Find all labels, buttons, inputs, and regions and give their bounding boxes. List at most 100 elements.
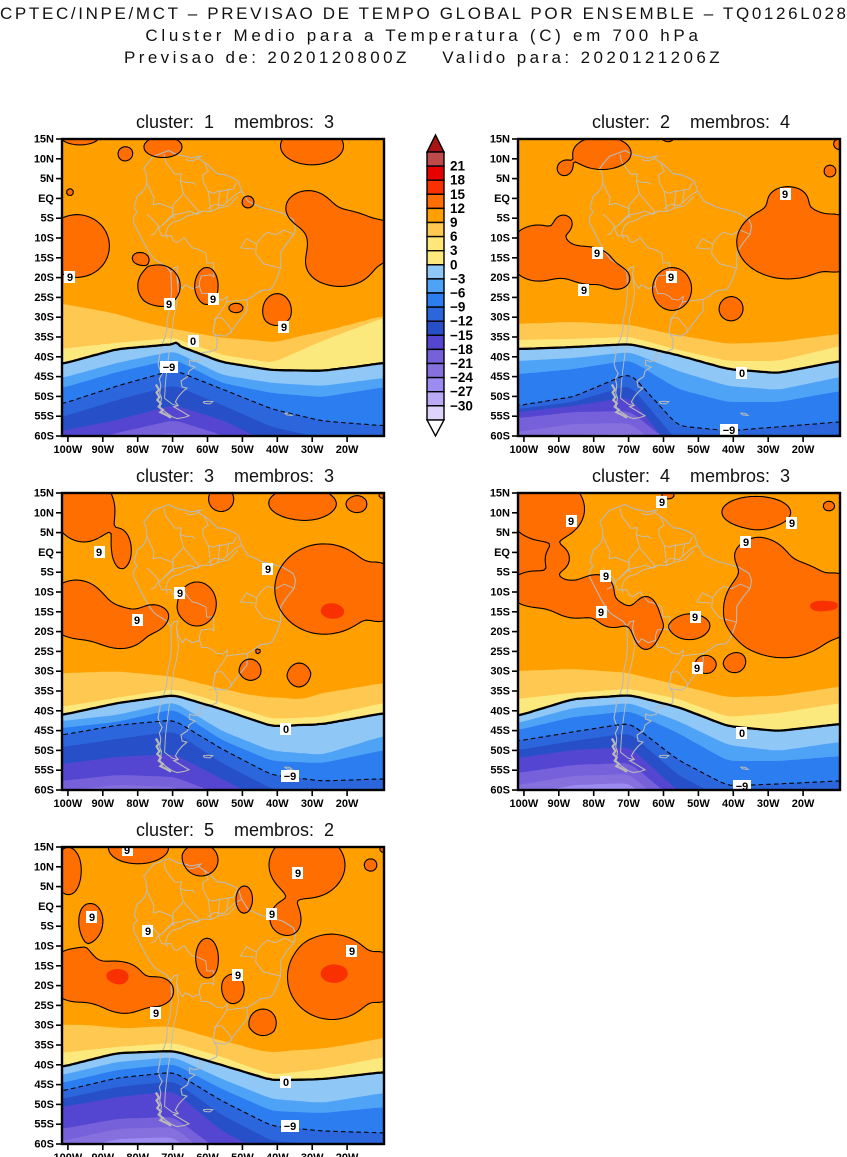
svg-text:20S: 20S [490,272,510,284]
svg-text:−6: −6 [450,286,466,301]
svg-text:5N: 5N [496,527,510,539]
svg-text:9: 9 [235,970,241,982]
svg-text:60S: 60S [490,431,510,443]
svg-text:EQ: EQ [494,547,510,559]
svg-text:20W: 20W [792,444,815,456]
svg-text:10S: 10S [34,587,54,599]
svg-text:−9: −9 [284,771,297,783]
svg-text:55S: 55S [34,1119,54,1131]
svg-text:60S: 60S [34,1139,54,1151]
svg-text:15S: 15S [34,252,54,264]
svg-text:−9: −9 [450,300,465,315]
svg-text:9: 9 [668,272,674,284]
svg-text:50W: 50W [231,1152,254,1157]
svg-text:15S: 15S [34,606,54,618]
svg-text:55S: 55S [490,765,510,777]
svg-text:30S: 30S [34,1020,54,1032]
svg-text:45S: 45S [34,725,54,737]
svg-text:0: 0 [283,724,289,736]
svg-text:15N: 15N [34,488,54,500]
svg-text:50S: 50S [490,391,510,403]
svg-text:30S: 30S [34,312,54,324]
svg-text:12: 12 [450,201,465,216]
svg-text:10N: 10N [490,507,510,519]
svg-text:15N: 15N [490,488,510,500]
svg-text:9: 9 [134,615,140,627]
svg-text:9: 9 [210,294,216,306]
svg-text:9: 9 [295,868,301,880]
svg-text:30S: 30S [490,666,510,678]
svg-text:90W: 90W [91,1152,114,1157]
svg-text:15S: 15S [34,960,54,972]
svg-text:0: 0 [450,257,458,272]
svg-text:10N: 10N [34,507,54,519]
svg-text:5S: 5S [41,567,54,579]
svg-text:6: 6 [450,229,458,244]
svg-text:9: 9 [145,926,151,938]
svg-text:100W: 100W [54,798,83,810]
svg-text:60W: 60W [652,444,675,456]
svg-text:30S: 30S [34,666,54,678]
svg-text:20S: 20S [34,272,54,284]
svg-text:−15: −15 [450,328,473,343]
svg-text:0: 0 [190,336,196,348]
svg-text:100W: 100W [54,444,83,456]
svg-text:20W: 20W [336,1152,359,1157]
svg-text:9: 9 [694,663,700,675]
svg-text:60S: 60S [34,785,54,797]
svg-text:9: 9 [166,299,172,311]
svg-text:EQ: EQ [38,547,54,559]
svg-text:90W: 90W [91,798,114,810]
svg-text:10N: 10N [34,861,54,873]
svg-text:60W: 60W [196,444,219,456]
svg-text:30W: 30W [301,444,324,456]
svg-text:0: 0 [739,368,745,380]
svg-text:−12: −12 [450,314,473,329]
svg-text:60S: 60S [34,431,54,443]
svg-text:25S: 25S [34,646,54,658]
svg-text:40W: 40W [722,444,745,456]
svg-text:EQ: EQ [38,193,54,205]
svg-text:100W: 100W [510,444,539,456]
svg-text:40S: 40S [34,1059,54,1071]
svg-text:80W: 80W [126,444,149,456]
svg-text:25S: 25S [490,646,510,658]
svg-text:50S: 50S [34,745,54,757]
svg-text:9: 9 [692,612,698,624]
svg-text:−3: −3 [450,271,466,286]
svg-text:10S: 10S [490,233,510,245]
svg-text:25S: 25S [490,292,510,304]
svg-text:9: 9 [265,564,271,576]
svg-text:40W: 40W [266,444,289,456]
svg-text:45S: 45S [490,371,510,383]
svg-text:9: 9 [568,516,574,528]
svg-text:20W: 20W [336,444,359,456]
svg-text:40S: 40S [34,705,54,717]
svg-text:45S: 45S [34,371,54,383]
svg-text:60W: 60W [196,798,219,810]
svg-text:80W: 80W [126,798,149,810]
svg-text:9: 9 [124,845,130,857]
svg-text:9: 9 [153,1008,159,1020]
svg-text:9: 9 [269,909,275,921]
svg-text:35S: 35S [490,332,510,344]
svg-text:100W: 100W [54,1152,83,1157]
svg-text:9: 9 [96,547,102,559]
svg-text:100W: 100W [510,798,539,810]
svg-text:9: 9 [659,497,665,509]
svg-text:5N: 5N [496,173,510,185]
svg-text:50W: 50W [231,444,254,456]
svg-text:60S: 60S [490,785,510,797]
svg-text:−9: −9 [163,362,176,374]
svg-text:50S: 50S [34,391,54,403]
svg-text:18: 18 [450,173,466,188]
svg-text:5N: 5N [40,173,54,185]
svg-text:5N: 5N [40,527,54,539]
svg-text:20W: 20W [792,798,815,810]
svg-text:45S: 45S [34,1079,54,1091]
svg-text:25S: 25S [34,1000,54,1012]
svg-text:80W: 80W [126,1152,149,1157]
svg-text:40S: 40S [490,351,510,363]
svg-text:0: 0 [283,1077,289,1089]
svg-text:9: 9 [177,588,183,600]
